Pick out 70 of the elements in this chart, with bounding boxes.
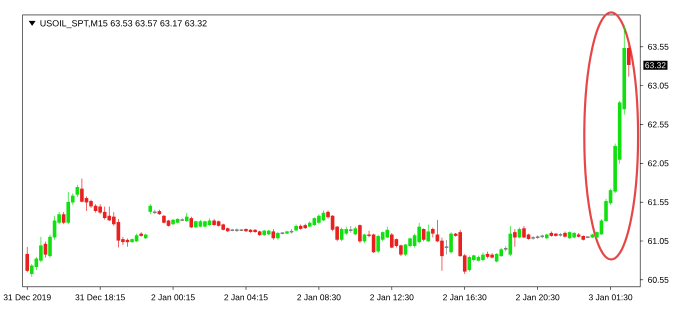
candlestick	[44, 242, 48, 258]
candlestick	[184, 212, 189, 222]
candlestick	[385, 226, 390, 238]
candlestick	[544, 234, 549, 240]
text: USOIL_SPT,M15 63.53 63.57 63.17 63.32	[40, 20, 207, 28]
candlestick	[258, 230, 262, 236]
y-tick-label: 60.55	[648, 277, 668, 283]
candlestick	[422, 228, 426, 242]
candlestick	[158, 210, 162, 216]
y-tick-label: 61.55	[648, 199, 668, 206]
candlestick	[581, 235, 586, 241]
candlestick	[139, 232, 143, 237]
candlestick	[508, 226, 512, 256]
x-tick-label: 2 Jan 00:15	[151, 294, 195, 300]
candlestick	[308, 221, 312, 228]
candlestick	[626, 45, 631, 77]
candlestick	[426, 224, 430, 242]
candlestick	[590, 234, 594, 238]
candlestick	[148, 204, 152, 214]
candlestick	[303, 224, 308, 230]
candlestick	[444, 240, 448, 255]
candlestick	[449, 232, 453, 254]
x-tick-label: 31 Dec 2019	[4, 294, 51, 300]
candlestick	[272, 229, 276, 240]
y-tick-label: 63.55	[648, 44, 668, 50]
candlestick	[513, 229, 517, 247]
text: 63.32	[645, 62, 666, 68]
x-tick-label: 2 Jan 08:30	[297, 294, 341, 300]
candlestick	[66, 192, 70, 224]
candlestick	[76, 184, 80, 198]
y-tick-label: 62.05	[648, 160, 668, 166]
candlestick	[358, 224, 362, 244]
candlestick	[431, 228, 435, 238]
candlestick	[504, 246, 508, 252]
candlestick	[558, 233, 562, 237]
candlestick	[467, 256, 472, 272]
candlestick	[153, 210, 157, 214]
candlestick	[417, 222, 421, 244]
candlestick	[144, 234, 148, 240]
candlestick	[276, 232, 280, 240]
x-tick-label: 2 Jan 20:30	[516, 294, 560, 300]
candlestick	[221, 224, 226, 231]
x-tick-label: 2 Jan 12:30	[370, 294, 414, 300]
candlestick	[563, 231, 567, 238]
candlestick	[262, 230, 266, 236]
y-tick-label: 62.55	[648, 122, 668, 128]
x-tick-label: 2 Jan 16:30	[443, 294, 486, 300]
y-tick-label: 61.05	[648, 238, 668, 244]
candlestick	[266, 230, 271, 236]
candlestick	[290, 229, 294, 234]
candlestick	[189, 216, 194, 228]
candlestick	[194, 220, 198, 228]
candlestick	[572, 232, 576, 238]
x-tick-label: 3 Jan 01:30	[588, 294, 632, 300]
candlestick	[362, 234, 366, 244]
candlestick	[25, 247, 30, 273]
candlestick	[62, 212, 66, 224]
candlestick	[390, 233, 394, 248]
x-tick-label: 2 Jan 04:15	[224, 294, 268, 300]
candlestick	[518, 228, 522, 238]
candlestick	[180, 218, 184, 222]
candlestick	[102, 206, 107, 220]
y-tick-label: 63.05	[648, 82, 668, 89]
candlestick	[354, 226, 358, 236]
candlestick	[226, 228, 230, 232]
candlestick	[550, 231, 554, 237]
x-tick-label: 31 Dec 18:15	[75, 294, 125, 300]
candlestick	[285, 230, 289, 234]
candlestick	[176, 218, 180, 224]
candlestick	[294, 224, 298, 232]
